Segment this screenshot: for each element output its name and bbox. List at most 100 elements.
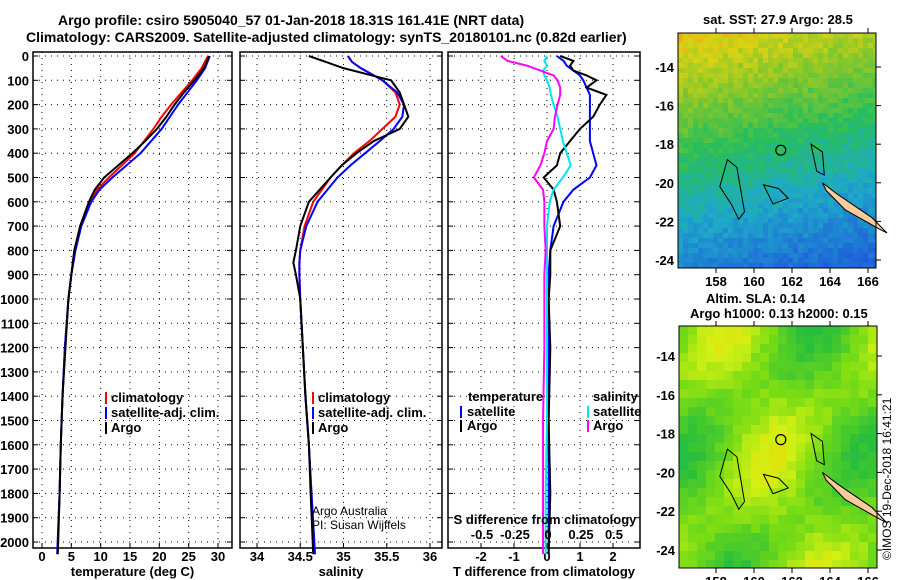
map-cell	[688, 362, 697, 371]
map-cell	[763, 93, 768, 98]
map-cell	[828, 208, 833, 213]
map-cell	[713, 83, 718, 88]
map-cell	[697, 425, 706, 434]
map-cell	[863, 103, 868, 108]
map-cell	[751, 407, 760, 416]
map-cell	[713, 78, 718, 83]
map-cell	[688, 53, 693, 58]
map-cell	[688, 33, 693, 38]
map-cell	[753, 223, 758, 228]
map-cell	[808, 78, 813, 83]
map-cell	[715, 407, 724, 416]
map-cell	[768, 208, 773, 213]
map-cell	[688, 371, 697, 380]
map-cell	[783, 98, 788, 103]
map-cell	[678, 168, 683, 173]
map-cell	[718, 228, 723, 233]
map-cell	[788, 133, 793, 138]
map-cell	[783, 158, 788, 163]
map-cell	[703, 263, 708, 268]
map-cell	[813, 73, 818, 78]
map-cell	[698, 203, 703, 208]
map-cell	[688, 183, 693, 188]
map-cell	[850, 407, 859, 416]
map-cell	[733, 238, 738, 243]
map-cell	[724, 461, 733, 470]
map-cell	[743, 153, 748, 158]
map-cell	[751, 506, 760, 515]
map-cell	[748, 153, 753, 158]
map-cell	[783, 53, 788, 58]
map-cell	[853, 128, 858, 133]
map-cell	[868, 93, 873, 98]
map-cell	[859, 560, 868, 568]
map-cell	[778, 198, 783, 203]
map-cell	[783, 208, 788, 213]
map-cell	[828, 183, 833, 188]
map-cell	[832, 371, 841, 380]
map-cell	[798, 158, 803, 163]
map-cell	[873, 48, 876, 53]
map-cell	[778, 497, 787, 506]
map-cell	[863, 58, 868, 63]
map-cell	[713, 73, 718, 78]
map-cell	[718, 253, 723, 258]
map-cell	[715, 551, 724, 560]
map-cell	[693, 158, 698, 163]
map-cell	[818, 83, 823, 88]
s-tick-label: 0	[544, 527, 551, 542]
map-cell	[793, 38, 798, 43]
map-cell	[763, 153, 768, 158]
map-cell	[873, 153, 876, 158]
map-cell	[733, 198, 738, 203]
map-cell	[814, 452, 823, 461]
map-cell	[768, 178, 773, 183]
map-cell	[833, 168, 838, 173]
map-cell	[833, 118, 838, 123]
map-cell	[703, 253, 708, 258]
map-cell	[760, 452, 769, 461]
map-cell	[858, 88, 863, 93]
map-cell	[832, 506, 841, 515]
map-cell	[783, 138, 788, 143]
map-cell	[793, 188, 798, 193]
map-cell	[783, 258, 788, 263]
map-cell	[758, 228, 763, 233]
map-cell	[796, 524, 805, 533]
map-cell	[798, 58, 803, 63]
map-cell	[723, 248, 728, 253]
map-cell	[738, 253, 743, 258]
map-cell	[838, 223, 843, 228]
map-cell	[753, 118, 758, 123]
map-cell	[733, 233, 738, 238]
x-tick-label: 30	[211, 549, 225, 564]
map-cell	[698, 33, 703, 38]
map-cell	[778, 123, 783, 128]
map-cell	[778, 38, 783, 43]
map-cell	[751, 326, 760, 335]
map-cell	[843, 58, 848, 63]
map-cell	[873, 143, 876, 148]
map-cell	[843, 258, 848, 263]
map-cell	[803, 43, 808, 48]
annotation: PI: Susan Wijffels	[312, 518, 406, 532]
map-cell	[738, 263, 743, 268]
map-cell	[793, 178, 798, 183]
map-cell	[743, 88, 748, 93]
map-cell	[813, 48, 818, 53]
map-cell	[708, 158, 713, 163]
map-cell	[778, 344, 787, 353]
map-cell	[753, 93, 758, 98]
map-cell	[859, 488, 868, 497]
map-cell	[832, 326, 841, 335]
map-cell	[683, 158, 688, 163]
map-cell	[843, 218, 848, 223]
map-cell	[773, 178, 778, 183]
map-cell	[803, 258, 808, 263]
argo-float-marker	[775, 144, 787, 156]
map-cell	[768, 233, 773, 238]
map-cell	[688, 506, 697, 515]
map-cell	[773, 98, 778, 103]
map-cell	[769, 452, 778, 461]
map-cell	[796, 353, 805, 362]
